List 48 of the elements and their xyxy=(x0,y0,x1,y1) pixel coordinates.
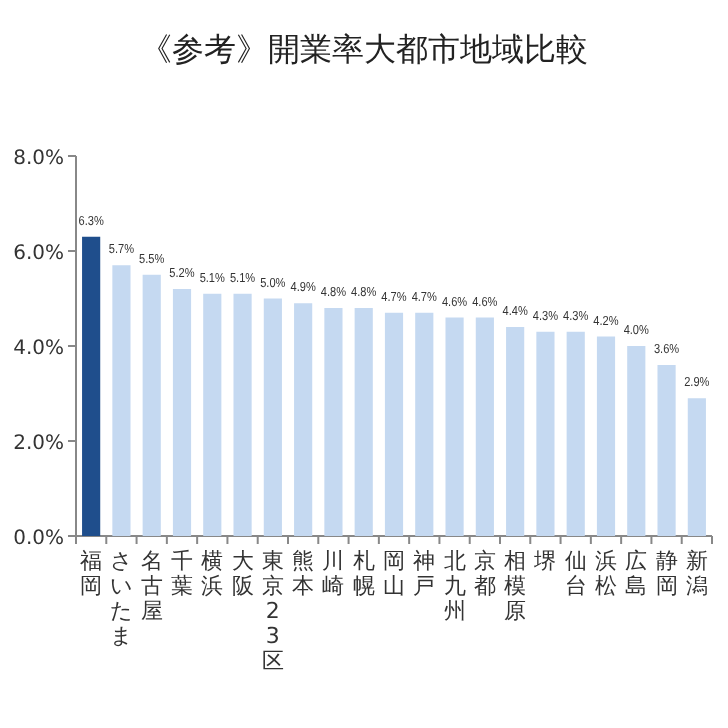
y-tick-label: 6.0% xyxy=(13,243,64,265)
x-tick-label: 千葉 xyxy=(171,548,193,599)
x-tick-label: 東京23区 xyxy=(261,548,284,674)
x-tick-label: 札幌 xyxy=(352,548,375,599)
x-tick-label: 岡山 xyxy=(383,548,405,599)
x-tick-label: 京都 xyxy=(473,548,496,599)
x-tick-label: 仙台 xyxy=(564,548,587,599)
bar xyxy=(627,346,646,536)
x-tick-label: 川崎 xyxy=(322,548,345,599)
x-tick-label: 浜松 xyxy=(595,548,617,599)
x-tick-label: 北九州 xyxy=(443,548,466,624)
y-tick-label: 0.0% xyxy=(13,528,64,550)
bar xyxy=(506,327,525,536)
y-tick-label: 8.0% xyxy=(13,148,64,170)
bar xyxy=(687,398,706,536)
x-tick-label: さいたま xyxy=(110,548,133,649)
bar xyxy=(536,331,555,536)
bar xyxy=(112,265,131,536)
bar xyxy=(384,312,404,536)
bar xyxy=(445,317,464,536)
chart-title: 《参考》開業率大都市地域比較 xyxy=(140,30,588,68)
x-tick-label: 堺 xyxy=(532,548,557,574)
bar xyxy=(172,289,192,536)
x-tick-label: 相模原 xyxy=(504,548,527,624)
bar xyxy=(233,293,252,536)
bar xyxy=(657,365,676,536)
bar xyxy=(142,274,161,536)
bar xyxy=(354,308,373,536)
y-tick-label: 4.0% xyxy=(13,338,64,360)
x-tick-label: 名古屋 xyxy=(140,548,163,624)
x-tick-label: 大阪 xyxy=(231,548,254,599)
x-tick-label: 横浜 xyxy=(201,548,224,599)
y-tick-label: 2.0% xyxy=(13,433,64,455)
x-tick-label: 熊本 xyxy=(292,548,315,599)
bar xyxy=(415,312,434,536)
x-tick-label: 静岡 xyxy=(655,548,678,599)
x-tick-label: 福岡 xyxy=(80,548,103,599)
bar xyxy=(263,298,282,536)
bar xyxy=(82,236,101,536)
bar xyxy=(596,336,616,536)
bar xyxy=(566,331,585,536)
bar xyxy=(294,303,313,536)
bar xyxy=(203,293,222,536)
bar xyxy=(475,317,494,536)
x-tick-label: 神戸 xyxy=(413,548,436,599)
bar xyxy=(324,308,343,536)
x-tick-label: 新潟 xyxy=(685,548,708,599)
x-tick-label: 広島 xyxy=(625,548,648,599)
